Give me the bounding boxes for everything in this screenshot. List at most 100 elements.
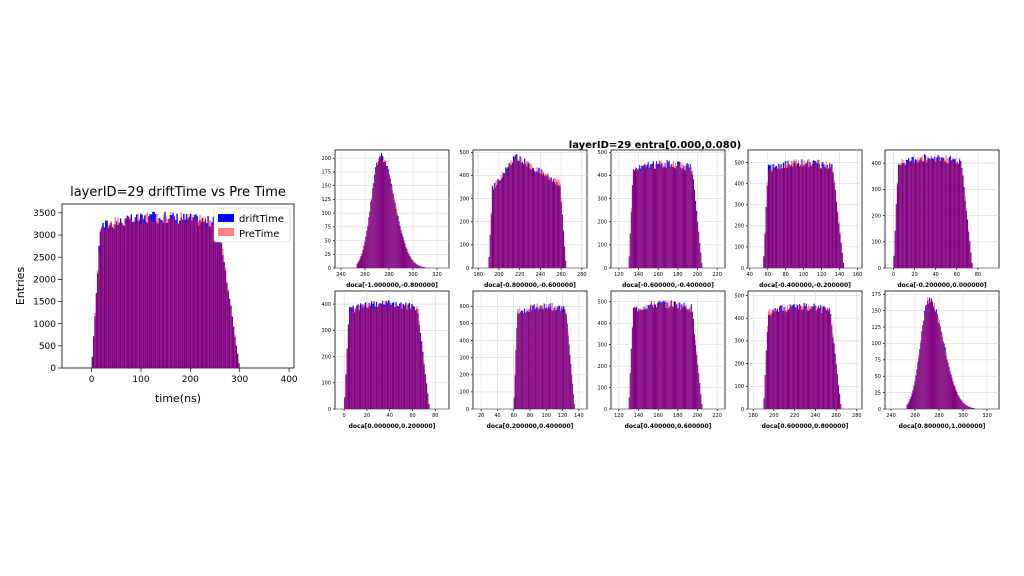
p5-bar-33 xyxy=(930,157,932,268)
p7-bar-60 xyxy=(566,314,567,409)
p2-bar-excess-64 xyxy=(559,183,561,187)
p3-bar-excess-67 xyxy=(699,242,701,244)
p5-bar-excess-12 xyxy=(907,159,909,161)
p4-xlabel: doca[-0.400000,-0.200000] xyxy=(759,282,851,289)
p7-bar-excess-63 xyxy=(568,343,570,345)
p8-bar-16 xyxy=(645,308,647,409)
p2-bar-excess-3 xyxy=(491,185,493,191)
p3-bar-23 xyxy=(652,167,654,268)
p1-bar-excess-25 xyxy=(381,152,383,158)
p2-bar-excess-41 xyxy=(534,171,536,173)
p1-bar-34 xyxy=(389,178,391,268)
p10-bar-excess-21 xyxy=(927,297,929,302)
p9-bar-excess-3 xyxy=(766,325,768,332)
p3-bar-excess-28 xyxy=(658,163,660,168)
p8-bar-37 xyxy=(667,308,669,409)
p9-bar-excess-51 xyxy=(820,305,822,310)
p7-bar-excess-54 xyxy=(560,306,562,309)
p6-bar-excess-14 xyxy=(361,303,363,305)
p8-bar-excess-14 xyxy=(643,306,645,309)
p8-bar-60 xyxy=(691,312,693,409)
p5-bar-1 xyxy=(894,231,896,268)
p9-bar-67 xyxy=(837,385,840,409)
p4-bar-excess-12 xyxy=(777,167,779,169)
p3-bar-excess-27 xyxy=(657,164,659,169)
p7-bar-49 xyxy=(556,309,558,409)
p8-bar-59 xyxy=(690,309,692,409)
p7-bar-excess-55 xyxy=(561,309,563,311)
p0-bar-8 xyxy=(102,229,104,368)
p0-bar-excess-55 xyxy=(165,216,168,223)
p0-bar-84 xyxy=(204,218,207,368)
p7-bar-26 xyxy=(536,306,538,409)
p9-bar-49 xyxy=(817,306,820,409)
p1-bar-excess-7 xyxy=(363,245,365,247)
p6-bar-34 xyxy=(385,307,387,409)
p6-xtick-label-1: 20 xyxy=(364,413,370,419)
p9-xtick-label-4: 260 xyxy=(831,413,841,419)
p5-bar-excess-35 xyxy=(933,158,935,160)
p9-bar-excess-38 xyxy=(805,303,807,308)
p10-bar-excess-23 xyxy=(929,297,931,302)
p3-bar-55 xyxy=(686,166,688,268)
p9-bar-excess-56 xyxy=(825,310,827,314)
p9-bar-excess-62 xyxy=(832,333,834,338)
p5-bar-22 xyxy=(918,161,920,268)
p7-bar-excess-48 xyxy=(555,306,557,310)
p5-bar-excess-13 xyxy=(908,158,910,163)
main-xlabel: time(ns) xyxy=(155,392,201,405)
p0-bar-87 xyxy=(208,226,211,368)
p6-bar-50 xyxy=(405,303,407,409)
p0-ytick-label-4: 2000 xyxy=(33,276,56,286)
p7-bar-42 xyxy=(550,310,552,409)
p2-bar-excess-35 xyxy=(527,161,529,163)
p4-bar-excess-5 xyxy=(769,165,771,169)
p6-bar-18 xyxy=(366,307,368,409)
p5-bar-52 xyxy=(952,159,954,268)
p2-bar-61 xyxy=(556,181,558,268)
p0-bar-23 xyxy=(122,224,124,368)
p5-ytick-label-1: 100 xyxy=(871,240,881,246)
p10-bar-excess-20 xyxy=(926,304,928,305)
p6-bar-excess-42 xyxy=(395,302,397,307)
p4-bar-64 xyxy=(837,212,839,268)
p5-bar-excess-62 xyxy=(963,187,965,191)
p8-bar-26 xyxy=(656,307,658,409)
p0-xtick-label-1: 100 xyxy=(132,375,149,385)
p9-bar-32 xyxy=(799,304,801,409)
p10-bars xyxy=(906,297,975,409)
p1-bar-excess-15 xyxy=(371,197,373,200)
p9-bar-excess-7 xyxy=(771,309,773,314)
p5-bar-excess-3 xyxy=(896,182,898,185)
p1-bar-excess-45 xyxy=(400,230,402,232)
p9-bar-44 xyxy=(812,306,814,409)
p5-bar-69 xyxy=(971,262,973,268)
p2-bar-excess-23 xyxy=(514,155,516,157)
p0-bar-excess-67 xyxy=(181,219,184,221)
p4-bar-3 xyxy=(766,186,768,268)
p4-ytick-label-1: 100 xyxy=(734,245,744,251)
p2-bar-excess-14 xyxy=(504,173,506,176)
p10-bar-excess-39 xyxy=(944,347,946,351)
p7-bar-52 xyxy=(559,311,560,409)
p4-bar-excess-20 xyxy=(786,166,788,169)
p8-bar-excess-0 xyxy=(628,397,630,398)
p0-bar-70 xyxy=(185,223,188,368)
p7-bar-excess-56 xyxy=(562,306,564,313)
p0-bar-54 xyxy=(164,221,166,368)
p6-bar-31 xyxy=(381,304,384,409)
p9-ytick-label-5: 500 xyxy=(734,293,744,299)
p9-bar-excess-2 xyxy=(765,350,767,351)
p4-bar-excess-2 xyxy=(765,206,767,211)
p0-bar-excess-74 xyxy=(191,214,193,221)
p9-bar-43 xyxy=(811,306,813,409)
p0-bar-excess-75 xyxy=(192,217,194,220)
p3-bar-excess-45 xyxy=(676,166,678,167)
p10-bar-excess-16 xyxy=(922,325,924,327)
p6-bar-62 xyxy=(419,332,422,409)
p0-bar-excess-50 xyxy=(158,218,161,221)
p6-bar-52 xyxy=(407,304,409,409)
p4-bar-56 xyxy=(827,168,830,268)
p4-ytick-label-2: 200 xyxy=(734,224,744,230)
p7-bar-35 xyxy=(544,306,546,409)
